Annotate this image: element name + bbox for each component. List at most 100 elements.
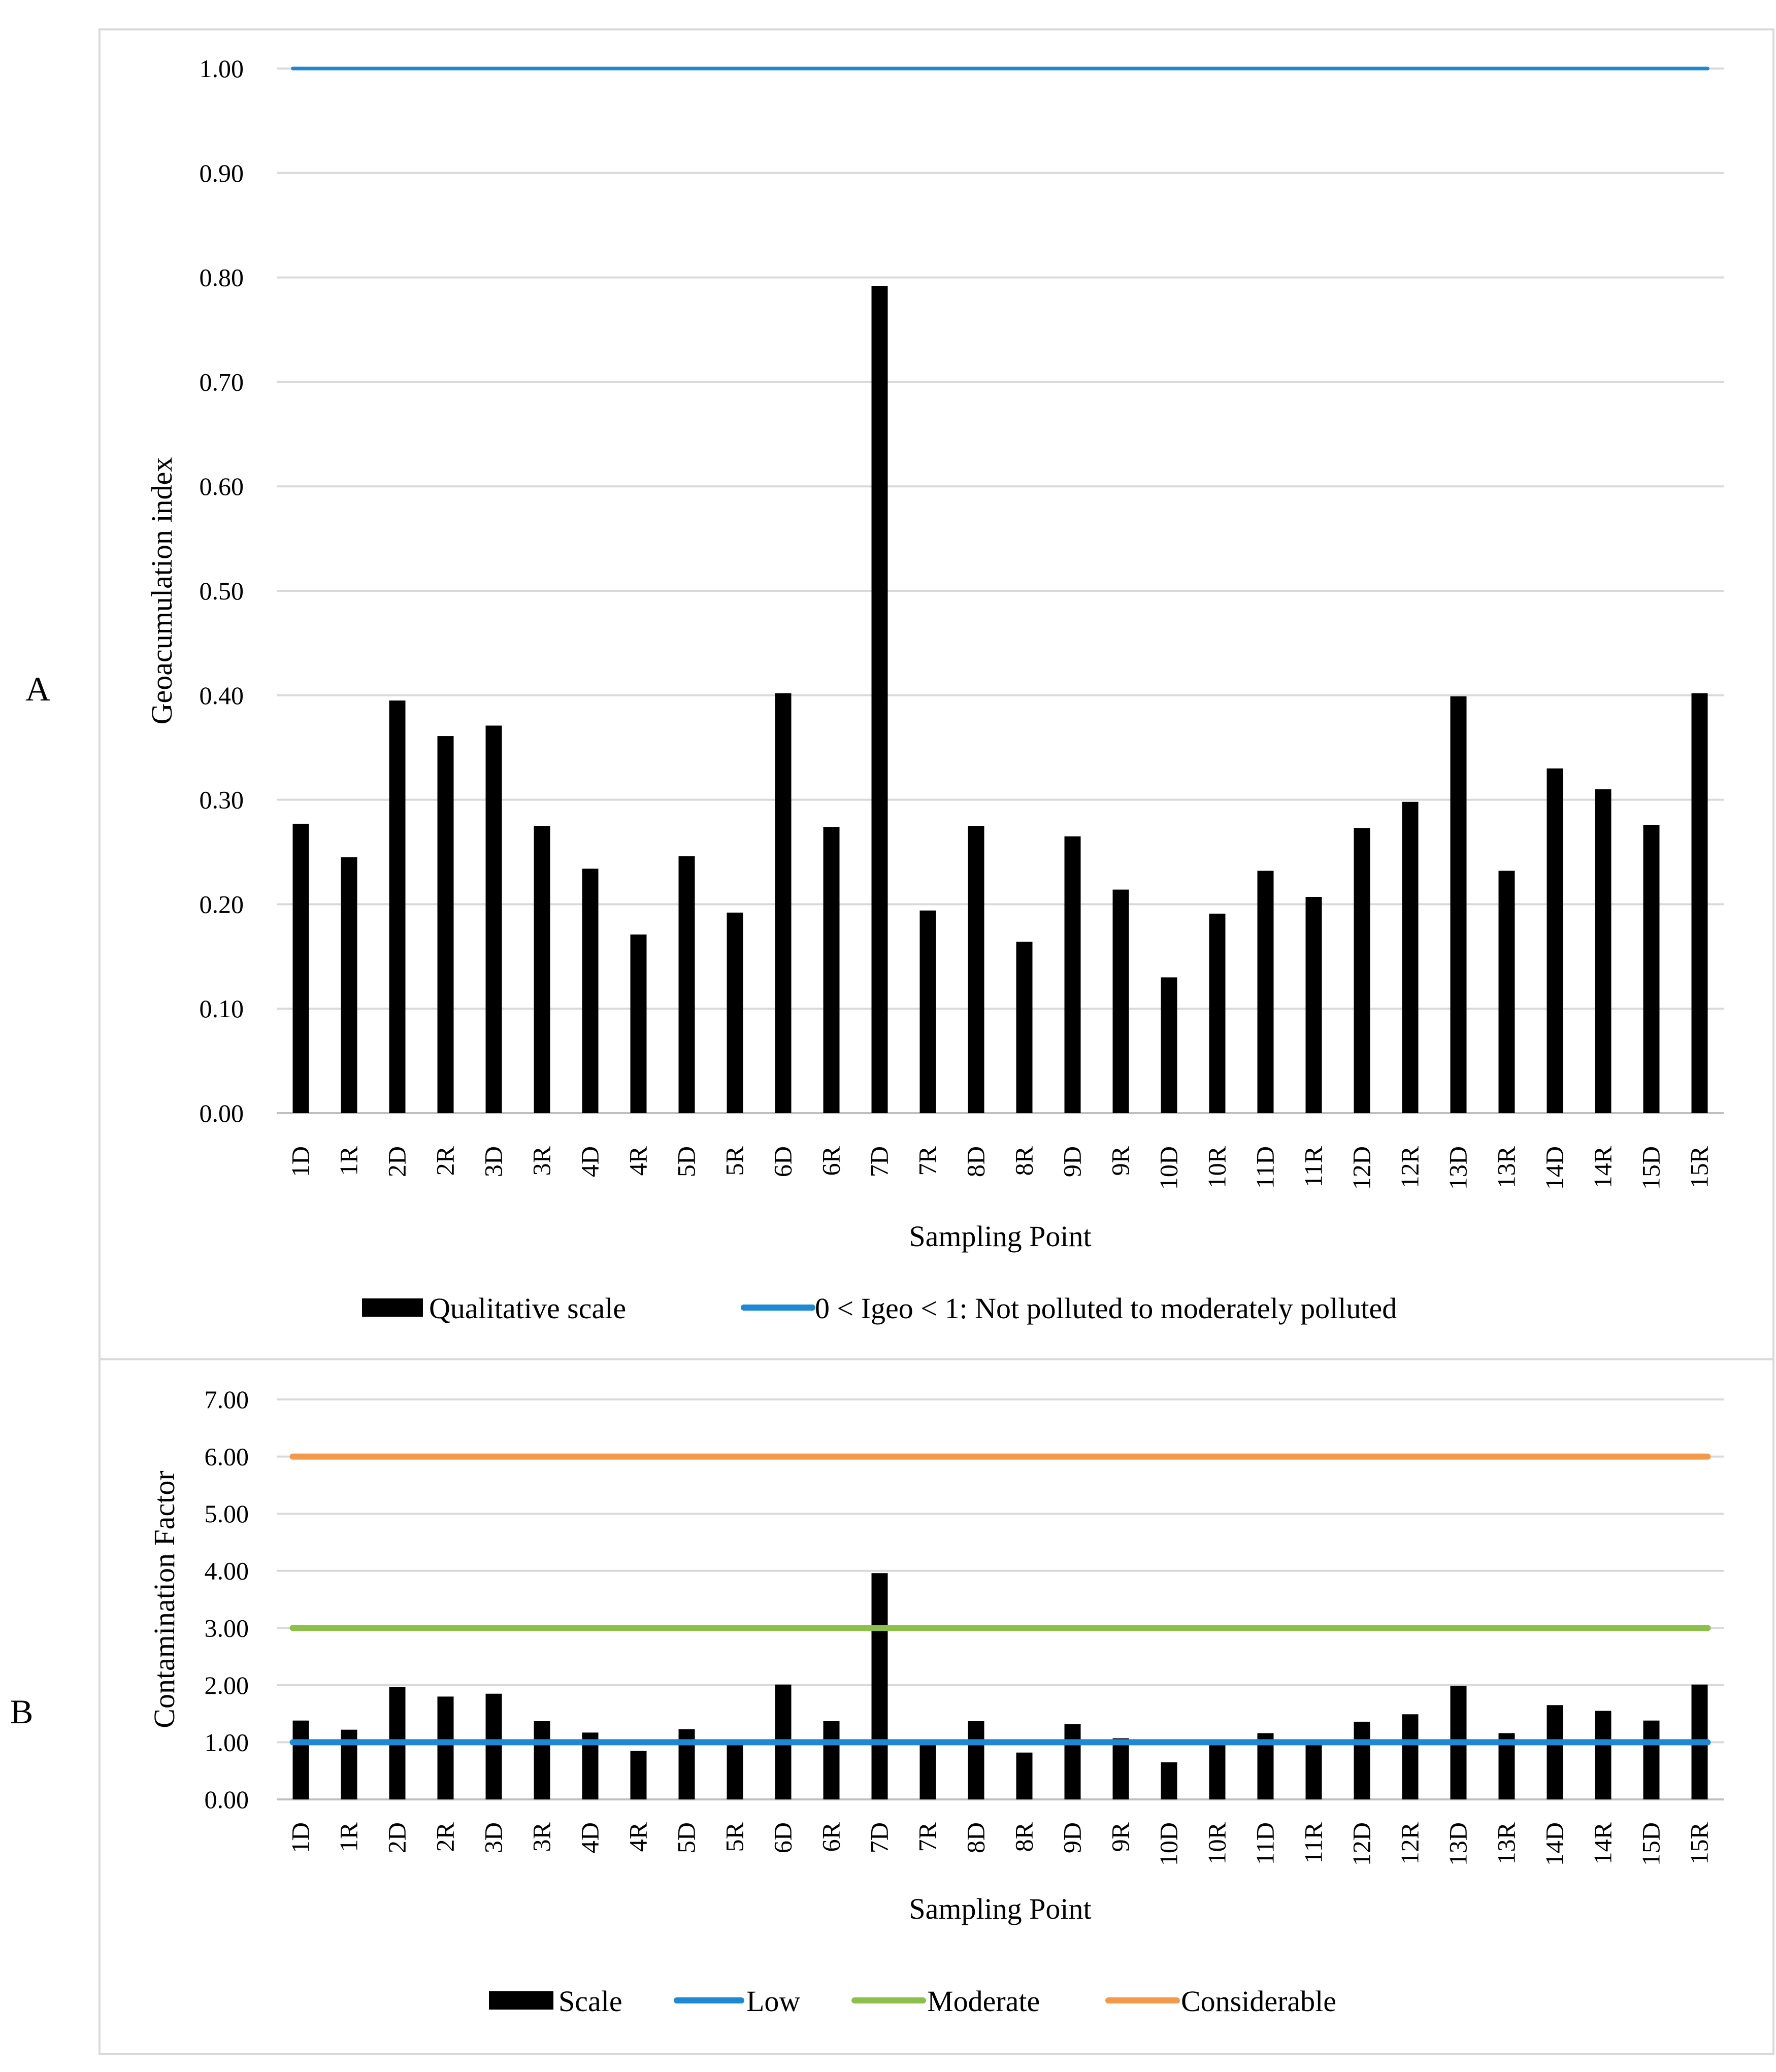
y-tick-label: 0.20 xyxy=(200,890,244,918)
y-tick-label: 0.80 xyxy=(200,263,244,292)
bar-8d xyxy=(968,1721,984,1799)
x-tick-label: 13R xyxy=(1492,1146,1521,1188)
x-tick-label: 11D xyxy=(1251,1146,1279,1189)
x-tick-label: 6D xyxy=(769,1822,797,1853)
x-tick-label: 5R xyxy=(720,1146,749,1176)
bar-12r xyxy=(1402,801,1419,1113)
y-tick-label: 0.30 xyxy=(200,786,244,814)
y-tick-label: 4.00 xyxy=(205,1557,249,1585)
y-tick-label: 1.00 xyxy=(205,1728,249,1756)
bar-8r xyxy=(1016,942,1033,1113)
x-tick-label: 7R xyxy=(913,1146,942,1176)
bar-14r xyxy=(1595,1711,1611,1799)
bar-7d xyxy=(871,1573,888,1799)
bar-10r xyxy=(1209,1745,1226,1799)
x-tick-label: 15R xyxy=(1685,1146,1714,1188)
x-tick-label: 8D xyxy=(962,1822,990,1853)
x-tick-label: 2R xyxy=(431,1822,459,1852)
legend-label: Low xyxy=(746,1985,800,2018)
y-tick-label: 1.00 xyxy=(200,54,244,83)
y-tick-label: 7.00 xyxy=(205,1385,249,1414)
bar-12d xyxy=(1354,828,1370,1113)
x-tick-label: 5D xyxy=(672,1822,701,1853)
x-tick-label: 5D xyxy=(672,1146,701,1177)
x-tick-label: 4D xyxy=(576,1146,604,1177)
y-tick-label: 6.00 xyxy=(205,1443,249,1471)
x-tick-label: 6R xyxy=(817,1146,845,1176)
panel-label-a: A xyxy=(25,670,50,708)
y-tick-label: 2.00 xyxy=(205,1671,249,1699)
x-tick-label: 9D xyxy=(1058,1146,1087,1177)
bar-4r xyxy=(630,1751,647,1799)
x-tick-label: 2D xyxy=(383,1146,411,1177)
x-tick-label: 6D xyxy=(769,1146,797,1177)
y-tick-label: 0.10 xyxy=(200,994,244,1023)
x-tick-label: 11D xyxy=(1251,1822,1279,1865)
bar-14d xyxy=(1547,768,1563,1113)
bar-5r xyxy=(727,1744,743,1799)
contamination-factor-chart: 0.00 1.00 2.00 3.00 4.00 5.00 6.00 7.00 1D 1R 2D 2R… xyxy=(148,1385,1724,2018)
x-tick-label: 1R xyxy=(335,1146,363,1176)
bar-8r xyxy=(1016,1752,1033,1799)
bar-9r xyxy=(1112,1738,1129,1799)
bar-3r xyxy=(534,1721,550,1799)
y-tick-label: 0.50 xyxy=(200,577,244,605)
x-tick-label: 1R xyxy=(335,1822,363,1852)
legend-label: Qualitative scale xyxy=(429,1292,626,1325)
x-tick-label: 13D xyxy=(1444,1146,1472,1190)
x-tick-label: 13D xyxy=(1444,1822,1472,1866)
bar-2r xyxy=(437,1696,454,1799)
x-tick-label: 3D xyxy=(479,1822,508,1853)
x-tick-label: 8D xyxy=(962,1146,990,1177)
y-tick-label: 0.70 xyxy=(200,367,244,396)
x-tick-label: 12R xyxy=(1396,1822,1424,1864)
bar-3d xyxy=(485,1693,502,1799)
bar-3r xyxy=(534,826,550,1113)
x-tick-label: 9D xyxy=(1058,1822,1087,1853)
bar-15d xyxy=(1643,824,1660,1113)
x-tick-label: 12D xyxy=(1347,1822,1376,1866)
bar-13d xyxy=(1450,696,1467,1113)
x-tick-label: 14R xyxy=(1589,1146,1617,1188)
x-tick-label: 15D xyxy=(1637,1822,1665,1866)
bar-10d xyxy=(1161,977,1177,1113)
bar-5d xyxy=(678,856,695,1113)
bar-5r xyxy=(727,912,743,1113)
bar-10r xyxy=(1209,913,1226,1113)
x-tick-label: 2D xyxy=(383,1822,411,1853)
bar-7r xyxy=(919,910,936,1113)
geoaccumulation-chart: 0.00 0.10 0.20 0.30 0.40 0.50 0.60 0.70 0.80 0.90… xyxy=(145,54,1724,1325)
y-tick-label: 0.60 xyxy=(200,472,244,500)
y-axis-title: Geoacumulation index xyxy=(145,457,178,725)
x-tick-label: 1D xyxy=(286,1822,315,1853)
x-tick-label: 10R xyxy=(1203,1822,1231,1864)
x-tick-label: 4D xyxy=(576,1822,604,1853)
y-tick-label: 0.00 xyxy=(205,1785,249,1814)
legend-bar-swatch xyxy=(489,1991,553,2010)
x-tick-label: 11R xyxy=(1299,1822,1328,1863)
bar-15d xyxy=(1643,1720,1660,1799)
x-tick-label: 10D xyxy=(1155,1822,1183,1866)
x-tick-label: 4R xyxy=(624,1146,652,1176)
bar-7d xyxy=(871,286,888,1114)
bar-12d xyxy=(1354,1721,1370,1799)
legend-label: 0 < Igeo < 1: Not polluted to moderately… xyxy=(815,1292,1397,1325)
x-tick-label: 1D xyxy=(286,1146,315,1177)
bar-8d xyxy=(968,826,984,1113)
y-tick-label: 3.00 xyxy=(205,1614,249,1642)
bar-1d xyxy=(292,823,309,1113)
x-tick-label: 3D xyxy=(479,1146,508,1177)
bar-9d xyxy=(1064,1724,1081,1799)
bar-15r xyxy=(1691,693,1708,1113)
x-tick-label: 14D xyxy=(1540,1822,1569,1866)
bar-6r xyxy=(823,827,840,1113)
x-tick-label: 11R xyxy=(1299,1146,1328,1187)
x-tick-label: 3R xyxy=(528,1146,556,1176)
bar-2d xyxy=(389,700,406,1113)
y-tick-label: 5.00 xyxy=(205,1499,249,1528)
x-tick-label: 4R xyxy=(624,1822,652,1852)
bar-1r xyxy=(341,857,357,1113)
bar-1d xyxy=(292,1720,309,1799)
x-tick-label: 7D xyxy=(865,1146,894,1177)
